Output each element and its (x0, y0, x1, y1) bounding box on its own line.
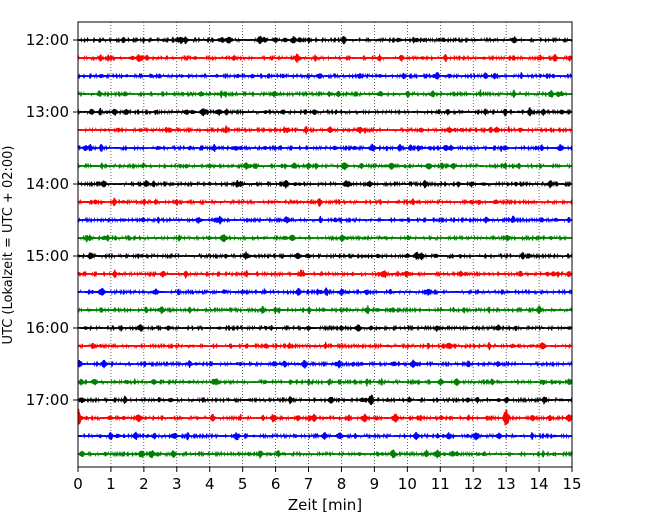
y-axis-label: UTC (Lokalzeit = UTC + 02:00) (1, 146, 16, 345)
seismic-trace (77, 162, 573, 171)
y-tick-label: 13:00 (26, 103, 69, 121)
trace-13:45 (77, 162, 573, 171)
x-tick-label: 2 (139, 475, 149, 493)
seismic-trace (77, 341, 573, 351)
x-tick-label: 7 (304, 475, 314, 493)
seismic-trace (77, 251, 573, 261)
x-tick-label: 8 (337, 475, 347, 493)
trace-12:30 (77, 72, 573, 80)
x-tick-label: 15 (562, 475, 581, 493)
trace-17:30 (77, 431, 573, 441)
trace-16:45 (77, 378, 573, 387)
trace-12:45 (77, 89, 573, 99)
trace-13:00 (77, 107, 573, 117)
seismic-trace (77, 359, 573, 369)
trace-12:00 (77, 35, 573, 45)
trace-14:00 (77, 179, 573, 189)
y-axis: 12:00 13:00 14:00 15:00 16:00 17:00 (26, 31, 78, 409)
trace-13:30 (77, 143, 573, 152)
seismic-trace (77, 35, 573, 45)
trace-16:00 (77, 324, 573, 332)
seismic-trace (77, 89, 573, 99)
trace-17:00 (77, 394, 573, 406)
seismic-trace (77, 269, 573, 279)
x-tick-label: 14 (530, 475, 549, 493)
seismic-trace (77, 305, 573, 315)
seismic-trace (77, 431, 573, 441)
seismic-trace (77, 179, 573, 189)
trace-14:15 (77, 197, 573, 207)
y-tick-label: 12:00 (26, 31, 69, 49)
traces (77, 35, 573, 459)
x-tick-label: 10 (398, 475, 417, 493)
seismic-trace (77, 287, 573, 296)
x-axis: 0 1 2 3 4 5 6 7 8 9 10 11 12 13 14 15 (73, 467, 582, 493)
trace-15:45 (77, 305, 573, 315)
x-axis-label: Zeit [min] (288, 496, 362, 514)
trace-15:15 (77, 269, 573, 279)
trace-13:15 (77, 125, 573, 135)
seismic-trace (77, 449, 573, 459)
seismic-trace (77, 394, 573, 406)
seismic-trace (77, 378, 573, 387)
x-tick-label: 11 (431, 475, 450, 493)
grid (110, 22, 540, 467)
trace-16:30 (77, 359, 573, 369)
seismic-trace (77, 197, 573, 207)
seismic-trace (77, 125, 573, 135)
seismic-trace (77, 234, 573, 243)
trace-14:30 (77, 215, 573, 225)
y-tick-label: 16:00 (26, 319, 69, 337)
y-tick-label: 15:00 (26, 247, 69, 265)
trace-14:45 (77, 234, 573, 243)
y-tick-label: 17:00 (26, 391, 69, 409)
seismic-trace (77, 143, 573, 152)
trace-12:15 (77, 53, 573, 63)
x-tick-label: 0 (73, 475, 83, 493)
x-tick-label: 12 (464, 475, 483, 493)
x-tick-label: 3 (172, 475, 182, 493)
seismic-trace (77, 107, 573, 117)
x-tick-label: 9 (370, 475, 380, 493)
seismic-trace (77, 215, 573, 225)
plot-frame (77, 21, 573, 468)
seismic-trace (77, 72, 573, 80)
trace-15:30 (77, 287, 573, 296)
x-tick-label: 5 (238, 475, 248, 493)
x-tick-label: 1 (106, 475, 116, 493)
seismic-trace (77, 324, 573, 332)
x-tick-label: 13 (497, 475, 516, 493)
seismic-trace (77, 409, 573, 426)
trace-17:45 (77, 449, 573, 459)
trace-16:15 (77, 341, 573, 351)
x-tick-label: 4 (205, 475, 215, 493)
seismic-trace (77, 53, 573, 63)
y-tick-label: 14:00 (26, 175, 69, 193)
trace-17:15 (77, 409, 573, 426)
trace-15:00 (77, 251, 573, 261)
x-tick-label: 6 (271, 475, 281, 493)
